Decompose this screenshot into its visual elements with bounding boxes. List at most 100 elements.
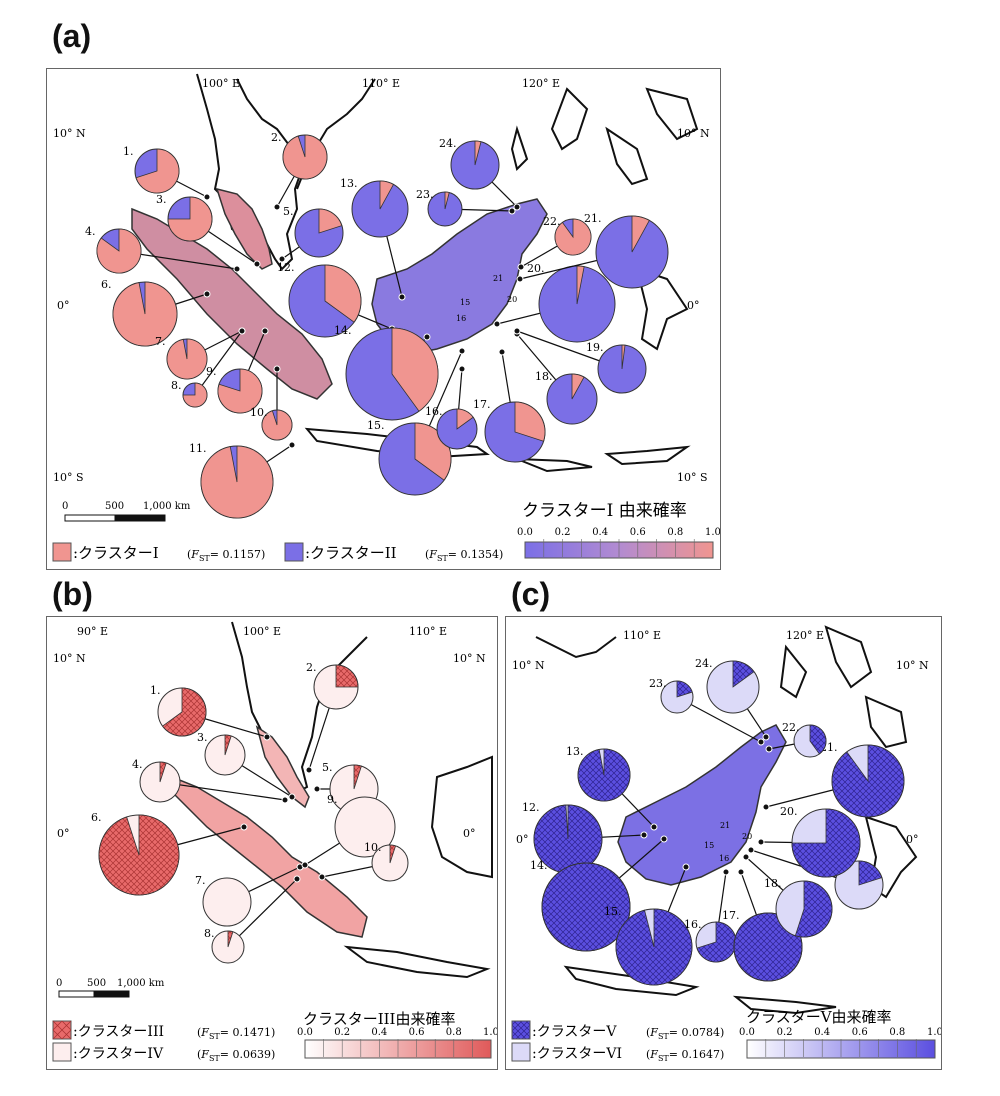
colorbar-tick-label: 0.6 [852,1027,868,1038]
pie-site-a [345,327,439,421]
pie-site-c [793,724,827,758]
site-label: 9. [327,793,338,806]
coastline-philippines-c [779,625,908,749]
lat-label-10N-left: 10° N [53,127,86,140]
site-label: 17. [473,398,491,411]
site-label: 20 [507,295,517,304]
lat-label-0-left: 0° [57,299,70,312]
sumatra-island [131,207,333,400]
colorbar-c-ticks: 0.0 0.2 0.4 0.6 0.8 1.0 [739,1027,941,1057]
site-label: 11. [189,442,207,455]
sample-site-dot [238,327,246,335]
pie-site-a [351,180,409,238]
pie-site-a [166,338,208,380]
sample-site-dot [233,265,241,273]
site-label: 16. [425,405,443,418]
pie-site-a [450,140,500,190]
sample-site-dot [278,255,286,263]
pies-c: 12.13.14.15.16.17.18.19.20.21.22.23.24. [522,657,905,986]
sample-site-dot [273,203,281,211]
pie-site-a [484,401,546,463]
site-label: 3. [156,193,167,206]
sample-site-dot [458,365,466,373]
pie-site-b [371,844,409,882]
pie-site-c [706,660,760,714]
pie-site-a [554,218,592,256]
sample-site-dot [203,290,211,298]
scalebar-a-zero: 0 [62,501,68,512]
sample-site-dot [273,365,281,373]
colorbar-tick-label: 0.6 [409,1027,425,1038]
site-label: 5. [283,205,294,218]
sumatra-island-b [171,775,368,938]
lon-label-110E: 110° E [362,77,400,90]
scalebar-a-mid: 500 [105,501,124,512]
pie-site-a [200,445,274,519]
site-label: 23. [416,188,434,201]
colorbar-c-title: クラスターV由来確率 [746,1008,892,1026]
colorbar-tick-label: 0.6 [630,527,646,538]
coastline-sulawesi [635,267,689,351]
sample-site-dot [253,260,261,268]
legend-a-swatch-2 [284,542,304,562]
pie-site-c [695,921,737,963]
site-label: 22. [543,215,561,228]
site-label: 10. [364,841,382,854]
site-label: 24. [695,657,713,670]
pie-site-c [834,860,884,910]
lon-label-120E: 120° E [522,77,560,90]
pie-site-a [261,409,293,441]
pies-b: 1. 2. 3. 4. 5. 6. 7. 8. 9. 10. [91,661,409,964]
colorbar-tick-label: 0.8 [667,527,683,538]
site-label: 20 [742,832,752,841]
colorbar-tick-label: 1.0 [927,1027,941,1038]
malay-peninsula-b [255,725,310,809]
pie-site-c [775,880,833,938]
pie-site-a [597,344,647,394]
sample-site-dot [513,327,521,335]
site-label: 2. [271,131,282,144]
pie-site-b [313,664,359,710]
pie-site-c [541,862,631,952]
sample-site-dot [762,803,770,811]
pie-site-c [660,680,694,714]
site-label: 16. [684,918,702,931]
pie-site-a [134,148,180,194]
sample-site-dot [293,875,301,883]
site-label: 4. [85,225,96,238]
sample-site-dot [318,873,326,881]
site-label: 16 [719,854,729,863]
colorbar-tick-label: 1.0 [705,527,720,538]
colorbar-tick-label: 0.0 [517,527,533,538]
colorbar-tick-label: 0.4 [371,1027,387,1038]
site-label: 1. [150,684,161,697]
pie-site-c [615,908,693,986]
site-label: 10. [250,406,268,419]
panel-b-svg: 90° E 100° E 110° E 10° N 0° 10° N 0° 0 … [52,621,497,1063]
site-label: 6. [91,811,102,824]
scalebar-a: 0 500 1,000 km [62,501,191,522]
site-label: 4. [132,758,143,771]
legend-c-label-1: :クラスターV [532,1024,617,1040]
pie-site-b [157,687,207,737]
site-label: 21 [493,274,503,283]
sample-site-dot [640,831,648,839]
coastline-mainland [196,73,304,271]
sample-site-dot [517,263,525,271]
sample-site-dot [737,868,745,876]
pie-site-a [217,368,263,414]
legend-c-fst-2: (FST= 0.1647) [646,1048,724,1063]
legend-c: :クラスターV (FST= 0.0784) :クラスターVI (FST= 0.1… [511,1020,724,1063]
legend-a: :クラスターI (FST= 0.1157) :クラスターII (FST= 0.1… [52,542,503,563]
pie-site-a [427,191,463,227]
site-label: 8. [171,379,182,392]
site-label: 7. [195,874,206,887]
colorbar-a-title: クラスターI 由来確率 [522,501,687,521]
colorbar-tick-label: 0.8 [446,1027,462,1038]
lon-label-120E-c: 120° E [786,629,824,642]
pie-site-b [139,761,181,803]
colorbar-tick-label: 0.2 [334,1027,350,1038]
borneo-island-c [617,724,787,886]
legend-c-swatch-1 [511,1020,531,1040]
site-label: 20. [780,805,798,818]
